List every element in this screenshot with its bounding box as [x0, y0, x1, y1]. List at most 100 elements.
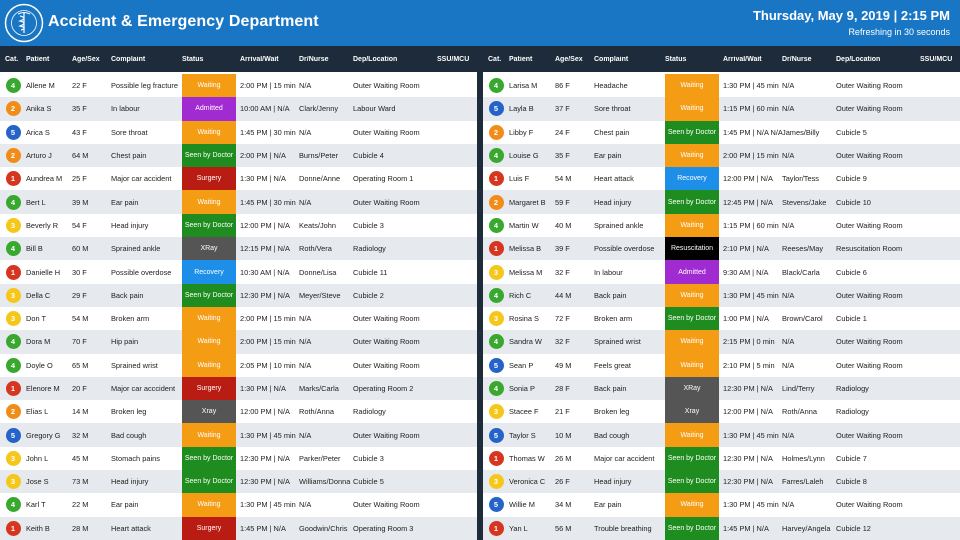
- arrival-wait: 12:30 PM | N/A: [723, 477, 773, 487]
- complaint: Possible leg fracture: [111, 81, 178, 91]
- complaint: Sprained wrist: [594, 337, 641, 347]
- department-location: Outer Waiting Room: [836, 500, 903, 510]
- category-badge: 5: [5, 427, 21, 443]
- age-sex: 20 F: [72, 384, 87, 393]
- patient-name: Aundrea M: [26, 174, 63, 184]
- status-badge: Waiting: [182, 353, 236, 377]
- category-badge: 4: [5, 78, 21, 94]
- category-cell: 5: [0, 427, 26, 443]
- age-sex: 26 M: [555, 453, 572, 463]
- category-cell: 2: [0, 148, 26, 164]
- category-badge: 3: [5, 217, 21, 233]
- category-badge: 1: [488, 520, 504, 536]
- category-cell: 3: [483, 264, 509, 280]
- category-badge: 5: [488, 357, 504, 373]
- category-badge: 2: [5, 148, 21, 164]
- age-sex: 14 M: [72, 407, 89, 417]
- age-sex: 35 F: [72, 104, 87, 114]
- category-badge: 1: [5, 520, 21, 536]
- category-cell: 4: [483, 287, 509, 303]
- patient-name: Melissa B: [509, 244, 542, 254]
- department-location: Cubicle 3: [353, 453, 384, 463]
- arrival-wait: 1:15 PM | 60 min: [723, 220, 779, 230]
- arrival-wait: 1:30 PM | N/A: [240, 384, 286, 393]
- arrival-wait: 12:00 PM | N/A: [723, 407, 773, 417]
- complaint: Possible overdose: [111, 267, 172, 277]
- age-sex: 39 M: [72, 197, 89, 207]
- category-cell: 4: [0, 194, 26, 210]
- category-badge: 5: [488, 427, 504, 443]
- category-badge: 3: [488, 404, 504, 420]
- status-badge: Waiting: [182, 423, 236, 447]
- status-badge: Resuscitation: [665, 237, 719, 261]
- table-row: 1 Yan L 56 M Trouble breathing Seen by Docto…: [483, 516, 960, 540]
- department-location: Outer Waiting Room: [353, 360, 420, 370]
- complaint: Headache: [594, 81, 628, 91]
- department-location: Operating Room 3: [353, 523, 414, 533]
- table-row: 5 Arica S 43 F Sore throat Waiting 1:45 PM | …: [0, 120, 477, 144]
- arrival-wait: 2:10 PM | N/A: [723, 244, 769, 254]
- hospital-seal-logo: [4, 3, 44, 43]
- table-row: 3 Melissa M 32 F In labour Admitted 9:30 AM |…: [483, 260, 960, 284]
- table-row: 1 Aundrea M 25 F Major car accident Surgery 1…: [0, 167, 477, 191]
- age-sex: 25 F: [72, 174, 87, 184]
- category-badge: 4: [5, 241, 21, 257]
- complaint: Sprained wrist: [111, 360, 158, 370]
- patient-name: Doyle O: [26, 360, 53, 370]
- age-sex: 54 M: [72, 314, 89, 324]
- category-cell: 4: [0, 357, 26, 373]
- category-badge: 5: [488, 101, 504, 117]
- status-badge: Seen by Doctor: [182, 470, 236, 494]
- table-row: 2 Anika S 35 F In labour Admitted 10:00 AM | …: [0, 97, 477, 121]
- age-sex: 21 F: [555, 407, 570, 417]
- table-body: 4 Larisa M 86 F Headache Waiting 1:30 PM | 45…: [483, 74, 960, 540]
- patient-name: Larisa M: [509, 81, 538, 91]
- patient-name: Bert L: [26, 197, 46, 207]
- complaint: Sprained ankle: [594, 220, 644, 230]
- patient-name: Elias L: [26, 407, 49, 417]
- arrival-wait: 12:00 PM | N/A: [240, 220, 290, 230]
- complaint: Sprained ankle: [111, 244, 161, 254]
- complaint: Ear pain: [111, 500, 139, 510]
- table-row: 1 Thomas W 26 M Major car accident Seen by D…: [483, 446, 960, 471]
- category-cell: 4: [0, 334, 26, 350]
- arrival-wait: 1:30 PM | 45 min: [240, 500, 296, 510]
- column-header-ssu-mcu: SSU/MCU: [920, 55, 953, 63]
- arrival-wait: 1:30 PM | 45 min: [723, 290, 779, 300]
- patient-name: Sonia P: [509, 384, 535, 393]
- category-cell: 3: [483, 404, 509, 420]
- age-sex: 24 F: [555, 127, 570, 137]
- column-header-arrival-wait: Arrival/Wait: [240, 55, 279, 63]
- arrival-wait: 12:30 PM | N/A: [723, 384, 773, 393]
- department-location: Cubicle 10: [836, 197, 871, 207]
- status-badge: Seen by Doctor: [665, 120, 719, 144]
- doctor-nurse: Donne/Anne: [299, 174, 341, 184]
- department-location: Radiology: [836, 407, 869, 417]
- table-row: 3 John L 45 M Stomach pains Seen by Doctor 12…: [0, 446, 477, 471]
- patient-name: Melissa M: [509, 267, 543, 277]
- table-row: 4 Rich C 44 M Back pain Waiting 1:30 PM | 45 …: [483, 283, 960, 307]
- patient-name: Willie M: [509, 500, 535, 510]
- department-location: Cubicle 4: [353, 151, 384, 161]
- category-badge: 3: [5, 311, 21, 327]
- category-cell: 4: [483, 334, 509, 350]
- status-badge: Seen by Doctor: [182, 143, 236, 168]
- category-cell: 3: [0, 217, 26, 233]
- category-cell: 3: [0, 311, 26, 327]
- status-badge: Xray: [665, 400, 719, 424]
- arrival-wait: 10:00 AM | N/A: [240, 104, 290, 114]
- complaint: Possible overdose: [594, 244, 655, 254]
- table-row: 3 Beverly R 54 F Head injury Seen by Doctor 1…: [0, 213, 477, 238]
- patient-name: Luis F: [509, 174, 530, 184]
- status-badge: Xray: [182, 400, 236, 424]
- complaint: In labour: [111, 104, 140, 114]
- complaint: Back pain: [594, 384, 627, 393]
- table-header: Cat. Patient Age/Sex Complaint Status Ar…: [0, 46, 477, 74]
- age-sex: 60 M: [72, 244, 89, 254]
- doctor-nurse: N/A: [299, 314, 312, 324]
- arrival-wait: 1:45 PM | N/A: [723, 523, 769, 533]
- status-badge: Recovery: [182, 260, 236, 284]
- column-header-dep-location: Dep/Location: [836, 55, 881, 63]
- patient-name: Sean P: [509, 360, 534, 370]
- status-badge: Waiting: [665, 97, 719, 121]
